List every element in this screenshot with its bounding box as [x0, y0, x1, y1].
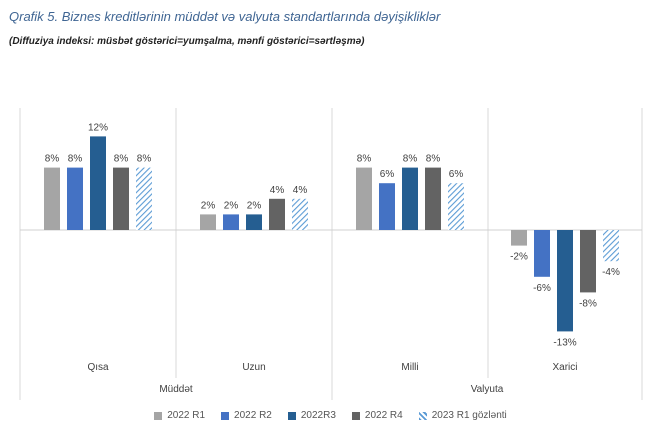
data-label: 4%	[293, 185, 308, 196]
bar-1-3	[269, 198, 285, 230]
bar-0-4	[136, 167, 152, 230]
data-label: -8%	[579, 298, 597, 309]
group-label: Valyuta	[471, 384, 504, 395]
chart-subtitle: (Diffuziya indeksi: müsbət göstərici=yum…	[9, 36, 365, 47]
data-label: 6%	[380, 169, 395, 180]
data-label: -2%	[510, 252, 528, 263]
legend-swatch	[287, 411, 296, 420]
bar-3-4	[603, 230, 619, 262]
bar-2-3	[425, 167, 441, 230]
legend-label: 2022R3	[300, 410, 336, 421]
bar-1-2	[246, 214, 262, 230]
category-label: Milli	[401, 362, 418, 373]
data-label: 8%	[403, 154, 418, 165]
bar-3-3	[580, 230, 596, 293]
data-label: 8%	[357, 154, 372, 165]
data-label: 4%	[270, 185, 285, 196]
legend-swatch	[154, 411, 163, 420]
bar-0-1	[67, 167, 83, 230]
legend-swatch	[351, 411, 360, 420]
data-label: -13%	[553, 337, 576, 348]
category-label: Qısa	[87, 362, 109, 373]
legend-item: 2022 R4	[351, 410, 403, 421]
legend-item: 2022 R2	[221, 410, 272, 421]
legend-item: 2023 R1 gözlənti	[418, 410, 507, 421]
bar-0-2	[90, 136, 106, 230]
category-label: Xarici	[552, 362, 577, 373]
legend-item: 2022 R1	[154, 410, 205, 421]
legend-label: 2022 R4	[364, 410, 403, 421]
bar-2-4	[448, 183, 464, 230]
data-label: 8%	[426, 154, 441, 165]
data-label: 2%	[224, 200, 239, 211]
bar-1-1	[223, 214, 239, 230]
data-label: 2%	[201, 200, 216, 211]
legend-label: 2023 R1 gözlənti	[431, 410, 507, 421]
legend-label: 2022 R1	[167, 410, 206, 421]
data-label: -4%	[602, 267, 620, 278]
bar-chart: 8% 8% 12% 8% 8% Qısa 2% 2% 2% 4% 4% Uzun 8% 6% 8% 8% 6% M…	[19, 108, 643, 400]
legend-label: 2022 R2	[234, 410, 272, 421]
bar-3-0	[511, 230, 527, 246]
bar-2-2	[402, 167, 418, 230]
legend-item: 2022R3	[287, 410, 336, 421]
legend-swatch	[221, 411, 230, 420]
bar-3-2	[557, 230, 573, 332]
data-label: 2%	[247, 200, 262, 211]
data-label: 8%	[45, 154, 60, 165]
data-label: -6%	[533, 283, 551, 294]
chart-legend: 2022 R1 2022 R2 2022R3 2022 R4 2023 R1 gözlə…	[0, 410, 661, 421]
bar-1-0	[200, 214, 216, 230]
data-label: 8%	[114, 154, 129, 165]
data-label: 6%	[449, 169, 464, 180]
group-label: Müddət	[159, 384, 193, 395]
data-label: 12%	[88, 122, 108, 133]
bar-2-1	[379, 183, 395, 230]
bar-0-0	[44, 167, 60, 230]
data-label: 8%	[68, 154, 83, 165]
bar-1-4	[292, 198, 308, 230]
bar-2-0	[356, 167, 372, 230]
legend-swatch	[418, 411, 427, 420]
category-label: Uzun	[242, 362, 265, 373]
data-label: 8%	[137, 154, 152, 165]
bar-3-1	[534, 230, 550, 277]
bar-0-3	[113, 167, 129, 230]
chart-title: Qrafik 5. Biznes kreditlərinin müddət və…	[9, 9, 441, 24]
